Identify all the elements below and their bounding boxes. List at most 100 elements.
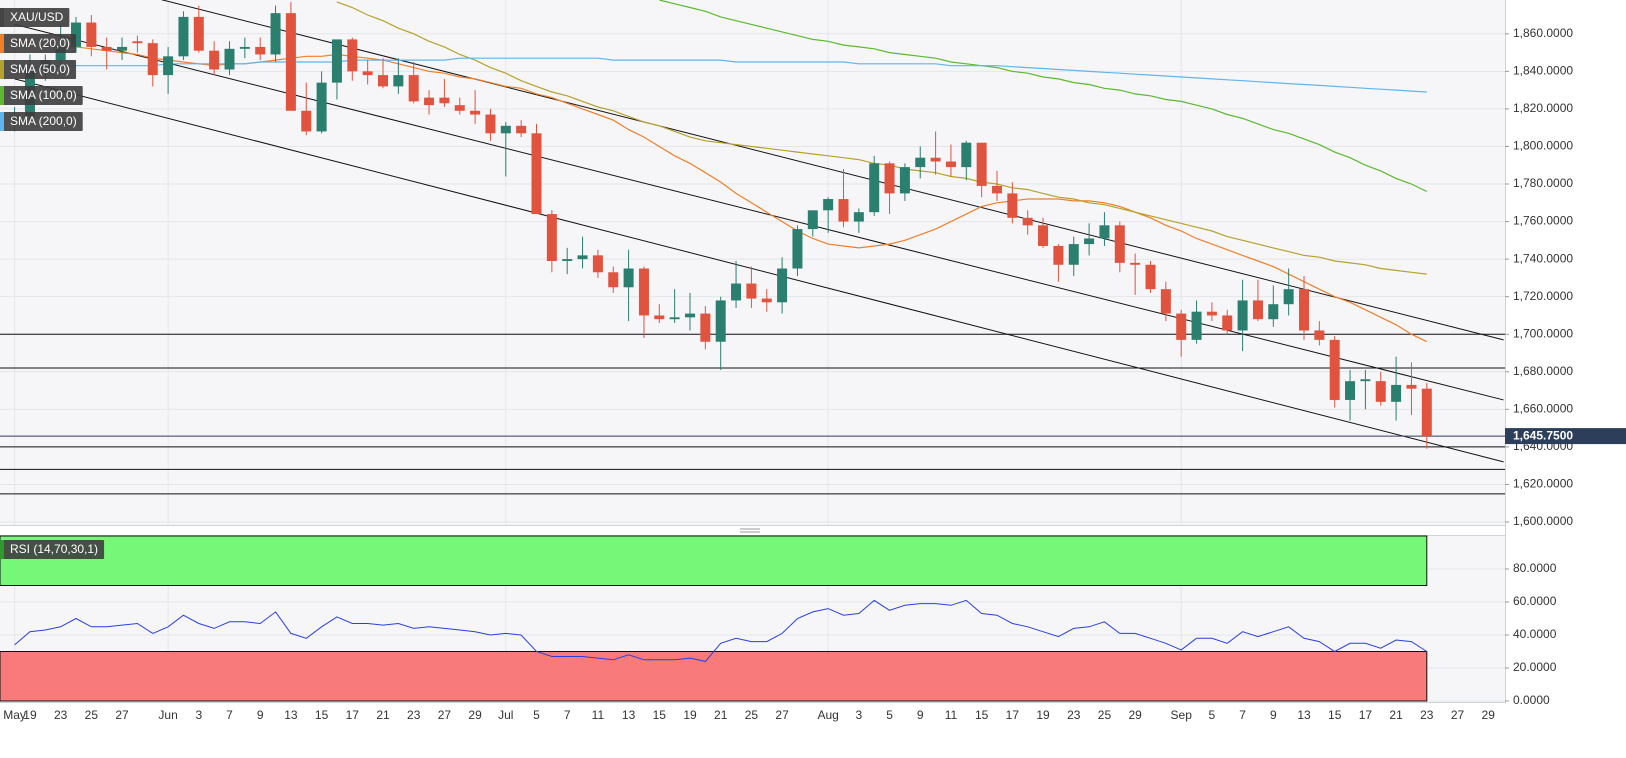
- x-tick-label: 21: [376, 708, 390, 722]
- rsi-plot: [0, 535, 1428, 702]
- overbought-zone: [0, 535, 1428, 586]
- candle-body: [1222, 315, 1233, 331]
- y-tick-label: 1,680.0000: [1513, 364, 1573, 378]
- y-tick-label: 1,760.0000: [1513, 214, 1573, 228]
- candle-body: [1206, 311, 1217, 316]
- candle-body: [439, 97, 450, 104]
- legend-item: RSI (14,70,30,1): [0, 540, 105, 559]
- y-tick-label: 60.0000: [1513, 594, 1557, 608]
- legend-item: SMA (200,0): [0, 112, 83, 131]
- x-tick-label: 17: [346, 708, 360, 722]
- x-tick-label: May: [3, 708, 26, 722]
- last-price-tag: [1505, 428, 1626, 445]
- candle-body: [71, 22, 81, 47]
- y-tick-label: 40.0000: [1513, 627, 1557, 641]
- candle-body: [500, 125, 511, 134]
- x-tick-label: 5: [1209, 708, 1216, 722]
- candle-body: [239, 46, 250, 49]
- last-price-label: 1,645.7500: [1513, 428, 1573, 442]
- candle-body: [746, 283, 757, 299]
- candle-body: [1022, 217, 1033, 226]
- x-tick-label: 17: [1006, 708, 1020, 722]
- candle-body: [1160, 289, 1171, 314]
- candle-body: [1237, 300, 1248, 331]
- candle-body: [853, 212, 864, 222]
- x-tick-label: 11: [945, 708, 958, 722]
- x-tick-label: 13: [284, 708, 298, 722]
- trend-line: [160, 0, 1504, 341]
- oversold-zone: [0, 651, 1428, 702]
- legend-label: SMA (50,0): [10, 62, 70, 76]
- candle-body: [331, 39, 342, 83]
- sma-line: [659, 0, 1428, 193]
- candle-body: [1406, 384, 1417, 389]
- sma-line: [336, 1, 1427, 275]
- candle-body: [715, 300, 726, 342]
- candle-body: [1314, 330, 1325, 340]
- candle-body: [961, 142, 972, 168]
- x-tick-label: 27: [1451, 708, 1465, 722]
- legend-label: SMA (200,0): [10, 114, 77, 128]
- y-tick-label: 1,800.0000: [1513, 139, 1573, 153]
- y-tick-label: 1,700.0000: [1513, 326, 1573, 340]
- candle-body: [1375, 381, 1386, 402]
- candle-body: [899, 167, 910, 194]
- candle-body: [163, 56, 174, 76]
- candle-body: [654, 315, 665, 320]
- candle-body: [1283, 289, 1294, 305]
- x-tick-label: 15: [1328, 708, 1342, 722]
- legend-box: [0, 86, 83, 105]
- x-tick-label: 13: [622, 708, 636, 722]
- x-tick-label: 25: [745, 708, 759, 722]
- x-tick-label: 27: [438, 708, 452, 722]
- candle-body: [623, 268, 634, 288]
- candle-body: [316, 82, 327, 132]
- x-tick-label: 19: [1036, 708, 1050, 722]
- candle-body: [1299, 289, 1309, 331]
- y-tick-label: 1,860.0000: [1513, 26, 1573, 40]
- x-tick-label: 11: [592, 708, 605, 722]
- sma-line: [14, 57, 1427, 93]
- candle-body: [915, 157, 926, 168]
- resize-handle[interactable]: [740, 528, 760, 533]
- candle-body: [301, 110, 312, 132]
- legend-label: SMA (20,0): [10, 36, 70, 50]
- candle-body: [638, 268, 649, 316]
- candle-body: [1007, 193, 1018, 218]
- candle-body: [577, 255, 588, 260]
- candle-body: [1421, 388, 1432, 437]
- candle-body: [1114, 225, 1125, 263]
- candle-body: [470, 110, 481, 115]
- x-tick-label: 23: [1067, 708, 1081, 722]
- x-tick-label: 15: [315, 708, 329, 722]
- x-tick-label: 5: [533, 708, 540, 722]
- candle-body: [485, 114, 496, 134]
- legend-label: XAU/USD: [10, 10, 64, 24]
- candle-body: [393, 75, 404, 87]
- y-tick-label: 80.0000: [1513, 561, 1557, 575]
- x-tick-label: 9: [1270, 708, 1277, 722]
- candle-body: [1345, 381, 1356, 400]
- candle-body: [347, 39, 358, 72]
- x-tick-label: 23: [407, 708, 421, 722]
- candle-body: [761, 298, 772, 303]
- x-tick-label: 21: [1389, 708, 1403, 722]
- candle-body: [132, 41, 143, 44]
- x-tick-label: 7: [1239, 708, 1246, 722]
- candle-body: [869, 163, 880, 213]
- trend-line: [14, 78, 1504, 463]
- candle-body: [1191, 311, 1202, 340]
- y-tick-label: 1,780.0000: [1513, 176, 1573, 190]
- candle-body: [1391, 384, 1402, 402]
- legend-swatch: [0, 8, 4, 27]
- candle-body: [792, 229, 803, 269]
- x-tick-label: 5: [886, 708, 893, 722]
- x-tick-label: Jul: [498, 708, 513, 722]
- y-tick-label: 1,820.0000: [1513, 101, 1573, 115]
- x-tick-label: 27: [115, 708, 129, 722]
- y-tick-label: 1,740.0000: [1513, 251, 1573, 265]
- candle-body: [731, 283, 742, 301]
- x-tick-label: 17: [1359, 708, 1373, 722]
- legend-item: SMA (20,0): [0, 34, 77, 53]
